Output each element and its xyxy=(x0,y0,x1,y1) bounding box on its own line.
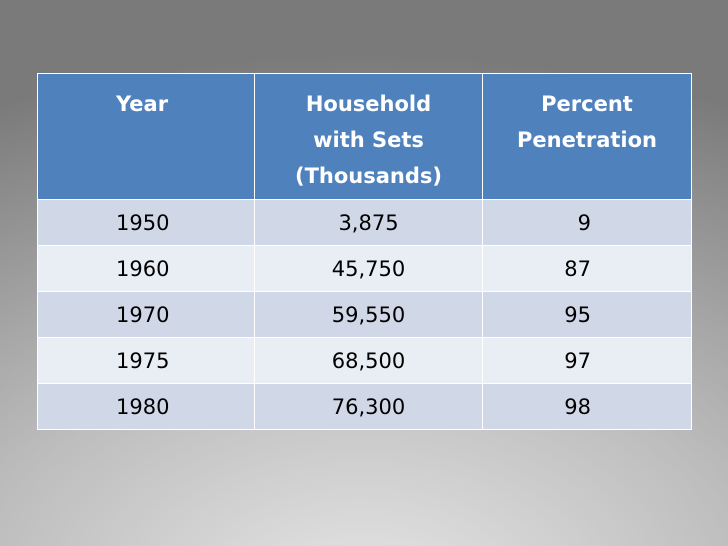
table-cell: 95 xyxy=(482,291,692,338)
table-cell: 1970 xyxy=(37,291,255,338)
header-text: Year xyxy=(116,92,169,116)
table-cell: 68,500 xyxy=(254,337,483,384)
data-table: Year Household with Sets (Thousands) Perce… xyxy=(37,73,692,430)
table-cell: 9 xyxy=(482,199,692,246)
header-cell: Household with Sets (Thousands) xyxy=(254,73,483,200)
table-cell: 98 xyxy=(482,383,692,430)
table-cell: 97 xyxy=(482,337,692,384)
header-cell: Percent Penetration xyxy=(482,73,692,200)
table-cell: 76,300 xyxy=(254,383,483,430)
table-row: 1960 45,750 87 xyxy=(37,245,692,292)
header-row: Year Household with Sets (Thousands) Perce… xyxy=(37,73,692,200)
table-cell: 1975 xyxy=(37,337,255,384)
table-row: 1975 68,500 97 xyxy=(37,337,692,384)
table-cell: 1980 xyxy=(37,383,255,430)
table-row: 1980 76,300 98 xyxy=(37,383,692,430)
header-text: Household with Sets (Thousands) xyxy=(295,92,442,188)
table-cell: 3,875 xyxy=(254,199,483,246)
table-cell: 45,750 xyxy=(254,245,483,292)
table-cell: 1960 xyxy=(37,245,255,292)
header-text: Percent Penetration xyxy=(516,92,657,152)
table-row: 1970 59,550 95 xyxy=(37,291,692,338)
table-cell: 87 xyxy=(482,245,692,292)
table-body: 1950 3,875 9 1960 45,750 87 1970 59,550 95 1975 68… xyxy=(37,199,692,430)
header-cell: Year xyxy=(37,73,255,200)
table-row: 1950 3,875 9 xyxy=(37,199,692,246)
table-cell: 1950 xyxy=(37,199,255,246)
table-cell: 59,550 xyxy=(254,291,483,338)
